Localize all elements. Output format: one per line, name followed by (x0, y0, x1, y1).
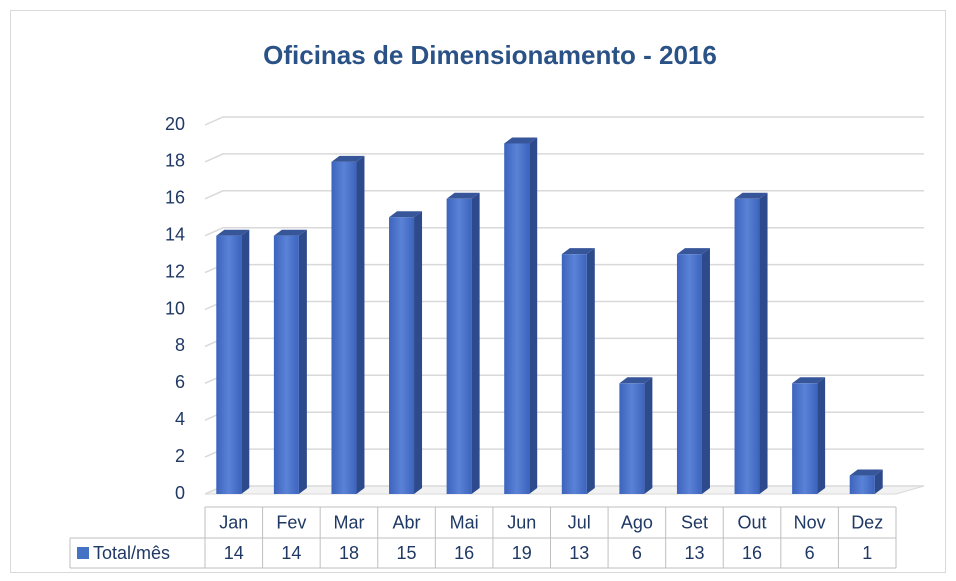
x-tick-label: Ago (621, 512, 653, 532)
y-tick-label: 6 (175, 372, 185, 392)
y-tick-label: 0 (175, 483, 185, 503)
bar (676, 254, 702, 494)
bar-top (734, 192, 768, 199)
bar (389, 217, 415, 494)
table-value: 14 (281, 543, 301, 563)
x-tick-label: Jan (219, 512, 248, 532)
bar-top (849, 469, 883, 476)
grid-line (204, 153, 924, 163)
legend-marker (77, 547, 89, 559)
y-tick-label: 10 (165, 298, 185, 318)
table-value: 16 (742, 543, 762, 563)
x-tick-label: Jul (568, 512, 591, 532)
bar-top (792, 377, 826, 384)
bar-side (241, 229, 250, 494)
bar-top (619, 377, 653, 384)
x-tick-label: Nov (794, 512, 826, 532)
grid-line (204, 190, 924, 200)
bar (446, 198, 472, 495)
table-value: 13 (684, 543, 704, 563)
y-tick-label: 18 (165, 151, 185, 171)
bar (331, 161, 357, 494)
bar-side (356, 155, 365, 494)
bar-top (331, 155, 365, 162)
bar-side (298, 229, 307, 494)
x-tick-label: Dez (851, 512, 883, 532)
bar (849, 475, 875, 494)
y-tick-label: 16 (165, 188, 185, 208)
bar-side (701, 248, 710, 494)
bar-side (471, 192, 480, 495)
table-value: 1 (862, 543, 872, 563)
table-value: 6 (805, 543, 815, 563)
bar (561, 254, 587, 494)
x-tick-label: Jun (507, 512, 536, 532)
bar-top (389, 211, 423, 218)
y-tick-label: 2 (175, 446, 185, 466)
x-tick-label: Mar (333, 512, 364, 532)
x-tick-label: Fev (276, 512, 306, 532)
bar-side (759, 192, 768, 495)
table-value: 13 (569, 543, 589, 563)
bar-top (273, 229, 307, 236)
legend-label: Total/mês (93, 543, 170, 563)
bar-top (676, 248, 710, 255)
grid-line (204, 116, 924, 126)
bar-side (874, 469, 883, 494)
bar (504, 143, 530, 494)
x-tick-label: Out (738, 512, 767, 532)
table-value: 6 (632, 543, 642, 563)
y-tick-label: 4 (175, 409, 185, 429)
chart-border (10, 10, 946, 573)
table-value: 18 (339, 543, 359, 563)
bar-side (644, 377, 653, 494)
y-tick-label: 14 (165, 224, 185, 244)
bar-top (561, 248, 595, 255)
x-tick-label: Mai (450, 512, 479, 532)
bar-side (817, 377, 826, 494)
bar-top (216, 229, 250, 236)
y-tick-label: 12 (165, 261, 185, 281)
bar (273, 235, 299, 494)
table-value: 14 (224, 543, 244, 563)
bar-side (414, 211, 423, 494)
bar (734, 198, 760, 495)
table-value: 19 (512, 543, 532, 563)
bar (619, 383, 645, 494)
bar (216, 235, 242, 494)
grid-line (204, 226, 924, 237)
bar-side (586, 248, 595, 494)
bar-top (446, 192, 480, 199)
bar-side (529, 137, 538, 494)
table-value: 15 (397, 543, 417, 563)
bar-top (504, 137, 538, 144)
x-tick-label: Abr (393, 512, 421, 532)
y-tick-label: 8 (175, 335, 185, 355)
table-value: 16 (454, 543, 474, 563)
bar (792, 383, 818, 494)
x-tick-label: Set (681, 512, 708, 532)
y-tick-label: 20 (165, 114, 185, 134)
chart-title: Oficinas de Dimensionamento - 2016 (263, 40, 717, 70)
